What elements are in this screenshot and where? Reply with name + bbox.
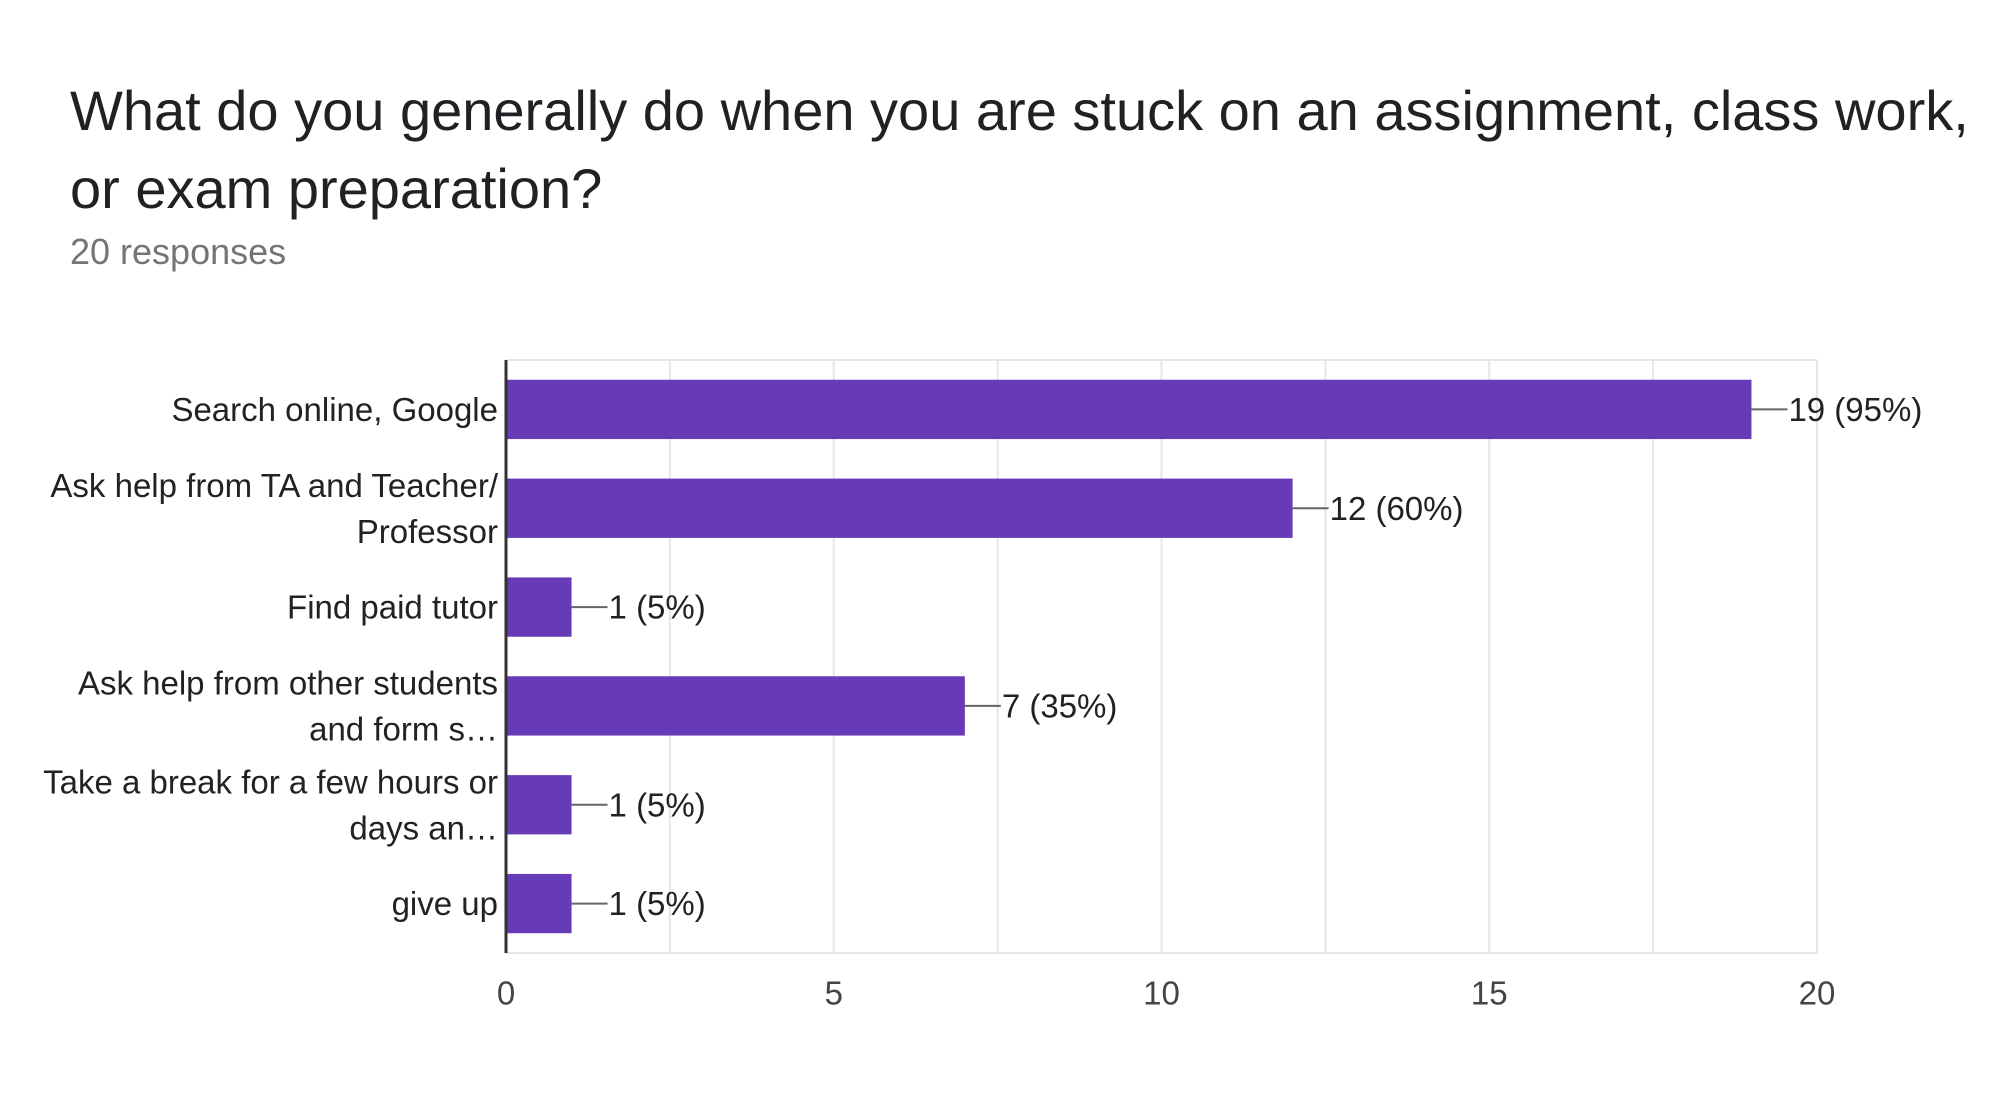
data-label: 19 (95%)	[1788, 391, 1922, 428]
grid-lines	[506, 359, 1818, 954]
bar	[506, 775, 572, 835]
data-label: 12 (60%)	[1330, 490, 1464, 527]
response-count: 20 responses	[70, 231, 287, 272]
category-label: Find paid tutor	[287, 589, 498, 626]
category-label: Professor	[357, 513, 498, 550]
x-tick-label: 0	[497, 975, 515, 1012]
category-label: Search online, Google	[171, 391, 498, 428]
data-label: 1 (5%)	[609, 885, 706, 922]
x-tick-label: 5	[825, 975, 843, 1012]
bar	[506, 676, 965, 736]
x-tick-label: 10	[1143, 975, 1180, 1012]
data-label: 7 (35%)	[1002, 687, 1118, 724]
category-label: give up	[392, 885, 498, 922]
bars	[506, 379, 1788, 934]
data-label: 1 (5%)	[609, 786, 706, 823]
bar	[506, 379, 1752, 440]
bar	[506, 478, 1293, 538]
category-label: and form s…	[309, 710, 498, 747]
category-label: Take a break for a few hours or	[43, 763, 498, 800]
x-tick-label: 15	[1471, 975, 1508, 1012]
x-tick-label: 20	[1799, 975, 1836, 1012]
category-label: Ask help from TA and Teacher/	[50, 467, 498, 504]
data-label: 1 (5%)	[609, 589, 706, 626]
labels: 19 (95%) Search online, Google 12 (60%) Ask…	[43, 391, 1922, 1012]
bar	[506, 577, 572, 637]
category-label: Ask help from other students	[78, 664, 498, 701]
bar	[506, 873, 572, 934]
category-label: days an…	[349, 809, 498, 846]
chart-title: What do you generally do when you are st…	[70, 79, 1969, 220]
